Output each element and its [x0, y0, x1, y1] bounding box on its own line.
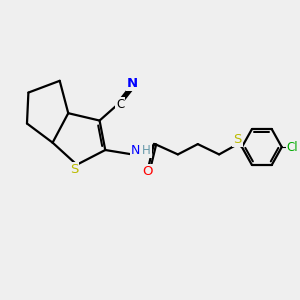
Text: N: N: [127, 77, 138, 90]
Text: C: C: [116, 98, 124, 111]
Text: Cl: Cl: [286, 141, 298, 154]
Text: N: N: [131, 144, 140, 158]
Text: H: H: [142, 144, 151, 158]
Text: S: S: [233, 133, 242, 146]
Text: O: O: [143, 165, 153, 178]
Text: S: S: [70, 163, 78, 176]
